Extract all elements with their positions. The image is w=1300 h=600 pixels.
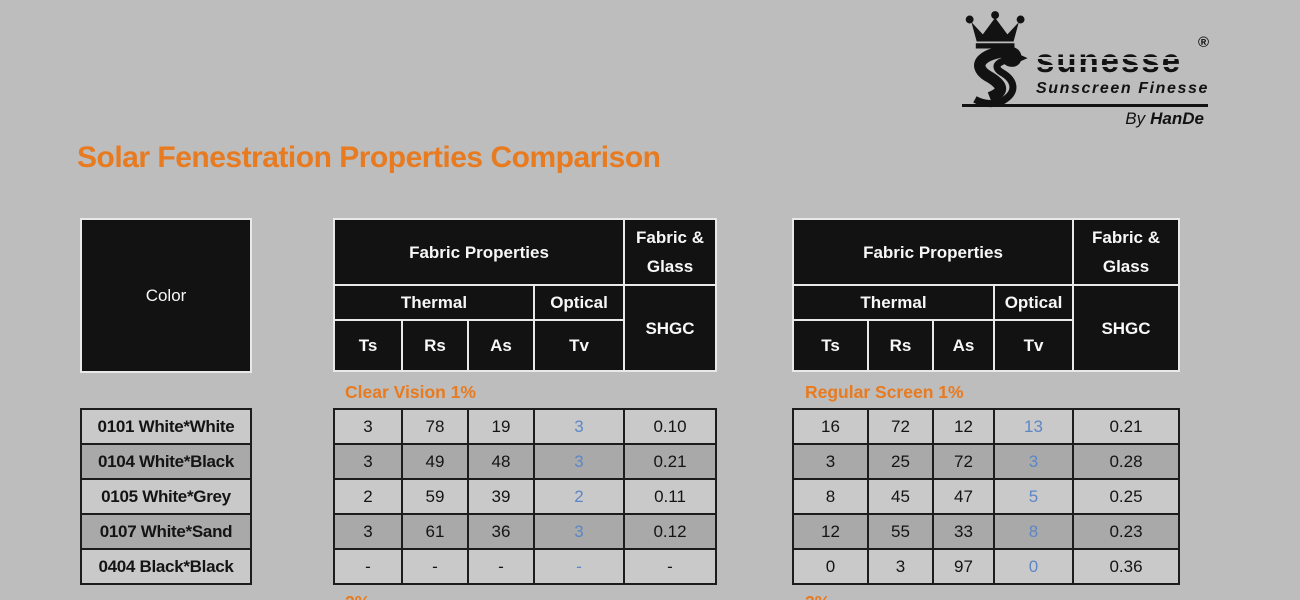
header-fabric-properties: Fabric Properties bbox=[794, 220, 1072, 284]
data-cell-shgc: - bbox=[625, 550, 715, 583]
header-shgc: SHGC bbox=[625, 286, 715, 370]
data-cell-tv: 3 bbox=[535, 515, 623, 548]
data-cell: 12 bbox=[794, 515, 867, 548]
data-cell: 8 bbox=[794, 480, 867, 513]
header-rs: Rs bbox=[869, 321, 932, 370]
regular-screen-data-table: 16 72 12 13 0.21 3 25 72 3 0.28 8 45 47 … bbox=[792, 408, 1180, 585]
registered-trademark: ® bbox=[1198, 34, 1210, 51]
data-cell: 25 bbox=[869, 445, 932, 478]
data-cell: 55 bbox=[869, 515, 932, 548]
header-fabric-glass: Fabric & Glass bbox=[625, 220, 715, 284]
color-label-table: 0101 White*White 0104 White*Black 0105 W… bbox=[80, 408, 252, 585]
data-cell: 33 bbox=[934, 515, 993, 548]
brand-stripe bbox=[1038, 65, 1190, 68]
data-cell-tv: - bbox=[535, 550, 623, 583]
data-cell-shgc: 0.10 bbox=[625, 410, 715, 443]
data-cell-tv: 13 bbox=[995, 410, 1072, 443]
byline-prefix: By bbox=[1125, 109, 1146, 128]
data-cell: - bbox=[335, 550, 401, 583]
color-column-header: Color bbox=[80, 218, 252, 373]
data-cell: 3 bbox=[335, 410, 401, 443]
data-cell-shgc: 0.21 bbox=[1074, 410, 1178, 443]
header-rs: Rs bbox=[403, 321, 467, 370]
color-row: 0105 White*Grey bbox=[82, 480, 250, 513]
brand-byline: By HanDe bbox=[1125, 109, 1204, 129]
sunesse-logo: sunesse ® Sunscreen Finesse By HanDe bbox=[958, 10, 1220, 138]
data-cell-shgc: 0.36 bbox=[1074, 550, 1178, 583]
data-cell: 59 bbox=[403, 480, 467, 513]
data-cell-tv: 8 bbox=[995, 515, 1072, 548]
data-cell-shgc: 0.28 bbox=[1074, 445, 1178, 478]
header-optical: Optical bbox=[995, 286, 1072, 319]
page-title: Solar Fenestration Properties Comparison bbox=[77, 141, 661, 174]
header-ts: Ts bbox=[335, 321, 401, 370]
data-cell: 45 bbox=[869, 480, 932, 513]
data-cell: 49 bbox=[403, 445, 467, 478]
header-shgc: SHGC bbox=[1074, 286, 1178, 370]
brand-wordmark: sunesse bbox=[1036, 42, 1183, 79]
data-cell: 3 bbox=[335, 445, 401, 478]
data-cell: 0 bbox=[794, 550, 867, 583]
clear-vision-data-table: 3 78 19 3 0.10 3 49 48 3 0.21 2 59 39 2 … bbox=[333, 408, 717, 585]
color-row: 0101 White*White bbox=[82, 410, 250, 443]
section-label-next-right: 2% bbox=[805, 592, 830, 600]
brand-stripe bbox=[1038, 57, 1190, 60]
data-cell: 16 bbox=[794, 410, 867, 443]
header-tv: Tv bbox=[995, 321, 1072, 370]
section-label-regular-screen: Regular Screen 1% bbox=[805, 382, 964, 402]
data-cell: - bbox=[469, 550, 533, 583]
data-cell: 3 bbox=[869, 550, 932, 583]
data-cell: 36 bbox=[469, 515, 533, 548]
header-as: As bbox=[469, 321, 533, 370]
regular-screen-header-table: Fabric Properties Fabric & Glass Thermal… bbox=[792, 218, 1180, 372]
header-thermal: Thermal bbox=[794, 286, 993, 319]
data-cell: 2 bbox=[335, 480, 401, 513]
header-fabric-glass: Fabric & Glass bbox=[1074, 220, 1178, 284]
header-thermal: Thermal bbox=[335, 286, 533, 319]
data-cell: 97 bbox=[934, 550, 993, 583]
data-cell: 61 bbox=[403, 515, 467, 548]
data-cell: 19 bbox=[469, 410, 533, 443]
logo-divider bbox=[962, 104, 1208, 107]
color-row: 0107 White*Sand bbox=[82, 515, 250, 548]
clear-vision-header-table: Fabric Properties Fabric & Glass Thermal… bbox=[333, 218, 717, 372]
data-cell: 48 bbox=[469, 445, 533, 478]
data-cell: 47 bbox=[934, 480, 993, 513]
header-as: As bbox=[934, 321, 993, 370]
data-cell-tv: 2 bbox=[535, 480, 623, 513]
section-label-clear-vision: Clear Vision 1% bbox=[345, 382, 476, 402]
crown-lion-s-swoosh-icon bbox=[965, 11, 1028, 108]
data-cell-tv: 0 bbox=[995, 550, 1072, 583]
data-cell-shgc: 0.23 bbox=[1074, 515, 1178, 548]
data-cell-shgc: 0.12 bbox=[625, 515, 715, 548]
data-cell: 72 bbox=[934, 445, 993, 478]
data-cell-shgc: 0.25 bbox=[1074, 480, 1178, 513]
data-cell: - bbox=[403, 550, 467, 583]
data-cell-tv: 3 bbox=[535, 445, 623, 478]
data-cell-shgc: 0.21 bbox=[625, 445, 715, 478]
color-row: 0404 Black*Black bbox=[82, 550, 250, 583]
section-label-next-left: 2% bbox=[345, 592, 370, 600]
data-cell: 39 bbox=[469, 480, 533, 513]
data-cell: 3 bbox=[335, 515, 401, 548]
data-cell-shgc: 0.11 bbox=[625, 480, 715, 513]
data-cell: 78 bbox=[403, 410, 467, 443]
data-cell: 12 bbox=[934, 410, 993, 443]
header-ts: Ts bbox=[794, 321, 867, 370]
header-optical: Optical bbox=[535, 286, 623, 319]
data-cell-tv: 5 bbox=[995, 480, 1072, 513]
brand-tagline: Sunscreen Finesse bbox=[1036, 80, 1210, 97]
data-cell: 72 bbox=[869, 410, 932, 443]
color-row: 0104 White*Black bbox=[82, 445, 250, 478]
byline-name: HanDe bbox=[1150, 109, 1204, 128]
data-cell-tv: 3 bbox=[995, 445, 1072, 478]
header-tv: Tv bbox=[535, 321, 623, 370]
data-cell: 3 bbox=[794, 445, 867, 478]
header-fabric-properties: Fabric Properties bbox=[335, 220, 623, 284]
data-cell-tv: 3 bbox=[535, 410, 623, 443]
